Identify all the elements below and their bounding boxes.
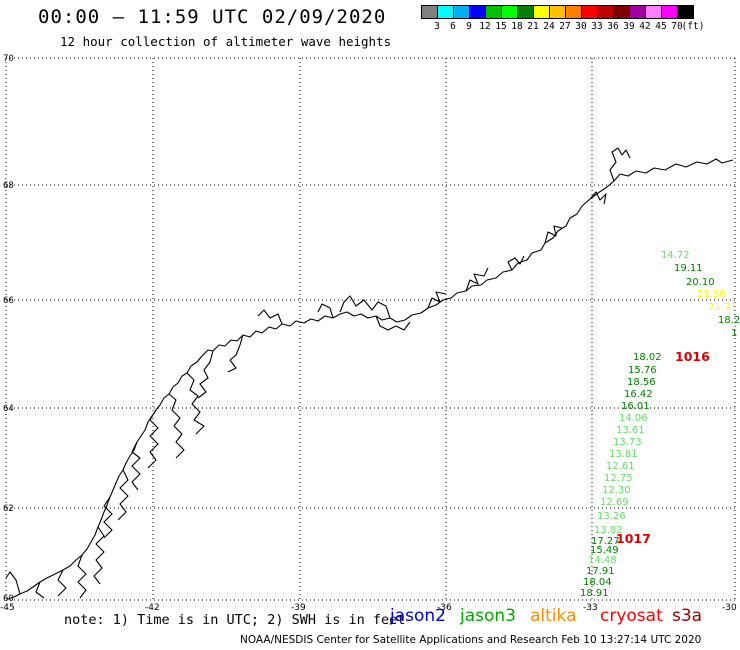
- footer-credit: NOAA/NESDIS Center for Satellite Applica…: [240, 634, 702, 646]
- colorbar-label: 24: [543, 21, 555, 32]
- lon-label-minus33: -33: [583, 603, 598, 613]
- lon-label-minus42: -42: [145, 603, 160, 613]
- map-frame: [5, 57, 736, 601]
- wave-height-label: 19.11: [674, 263, 703, 274]
- pressure-label-1017: 1017: [616, 531, 651, 546]
- colorbar-label: 42: [639, 21, 651, 32]
- wave-height-label: 17.89: [0, 0, 29, 3]
- lon-label-minus30: -30: [722, 603, 737, 613]
- wave-height-label: 14.06: [619, 413, 648, 424]
- wave-height-label: 20.10: [686, 277, 715, 288]
- wave-height-label: 12.69: [600, 497, 629, 508]
- wave-height-label: 13.61: [616, 425, 645, 436]
- greenland-coastline: [5, 147, 734, 600]
- colorbar-label: 70: [671, 21, 683, 32]
- wave-height-label: 1: [731, 328, 737, 339]
- wave-height-label: 13.81: [609, 449, 638, 460]
- lon-label-minus39: -39: [291, 603, 306, 613]
- colorbar-label: 36: [607, 21, 619, 32]
- colorbar-label: 27: [559, 21, 571, 32]
- footer-note: note: 1) Time is in UTC; 2) SWH is in fe…: [64, 612, 406, 628]
- map-subtitle: 12 hour collection of altimeter wave hei…: [60, 34, 392, 49]
- lat-label-68: 68: [3, 181, 14, 191]
- colorbar-label: (ft): [681, 21, 705, 32]
- wave-height-label: 17.27: [591, 536, 620, 547]
- lat-label-70: 70: [3, 54, 14, 64]
- colorbar-label: 18: [511, 21, 523, 32]
- wave-height-label: 15.76: [628, 365, 657, 376]
- wave-height-label: 16.42: [624, 389, 653, 400]
- wave-height-label: 13.26: [597, 511, 626, 522]
- graticule: [6, 58, 735, 600]
- legend-jason3: jason3: [460, 606, 516, 626]
- colorbar-swatch: [677, 5, 694, 19]
- colorbar-label: 30: [575, 21, 587, 32]
- wave-height-label: 16.01: [621, 401, 650, 412]
- colorbar-label: 45: [655, 21, 667, 32]
- wave-height-label: 18.04: [583, 577, 612, 588]
- wave-height-label: 18.91: [580, 588, 609, 599]
- wave-height-label: 13.73: [613, 437, 642, 448]
- wave-height-label: 15.49: [590, 545, 619, 556]
- wave-height-label: 12.30: [602, 485, 631, 496]
- wave-height-label: 13.82: [594, 525, 623, 536]
- wave-height-label: 14.48: [588, 555, 617, 566]
- lon-label-minus45: -45: [0, 603, 15, 613]
- legend-s3a: s3a: [672, 606, 703, 626]
- legend-jason2: jason2: [390, 606, 446, 626]
- wave-height-label: 21.96: [697, 289, 726, 300]
- colorbar-label: 33: [591, 21, 603, 32]
- legend-altika: altika: [530, 606, 577, 626]
- lat-label-66: 66: [3, 296, 14, 306]
- wave-height-label: 14.72: [661, 250, 690, 261]
- legend-cryosat: cryosat: [600, 606, 663, 626]
- wave-height-colorbar: [421, 5, 694, 19]
- colorbar-label: 21: [527, 21, 539, 32]
- colorbar-label: 39: [623, 21, 635, 32]
- colorbar-label: 12: [479, 21, 491, 32]
- colorbar-label: 15: [495, 21, 507, 32]
- wave-height-label: 12.75: [604, 473, 633, 484]
- lon-label-minus36: -36: [437, 603, 452, 613]
- wave-height-label: 18.56: [627, 377, 656, 388]
- colorbar-label: 6: [450, 21, 456, 32]
- colorbar-label: 9: [466, 21, 472, 32]
- lat-label-62: 62: [3, 504, 14, 514]
- pressure-label-1016: 1016: [675, 349, 710, 364]
- colorbar-labels: 3 6 9 12 15 18 21 24 27 30 33 36 39 42 45 70 (ft): [421, 21, 740, 35]
- wave-height-label: 21.71: [708, 302, 737, 313]
- wave-height-label: 18.2: [718, 315, 740, 326]
- map-title: 00:00 – 11:59 UTC 02/09/2020: [38, 6, 387, 28]
- colorbar-label: 3: [434, 21, 440, 32]
- wave-height-label: 17.91: [586, 566, 615, 577]
- wave-height-label: 12.61: [606, 461, 635, 472]
- lat-label-64: 64: [3, 404, 14, 414]
- wave-height-label: 18.02: [633, 352, 662, 363]
